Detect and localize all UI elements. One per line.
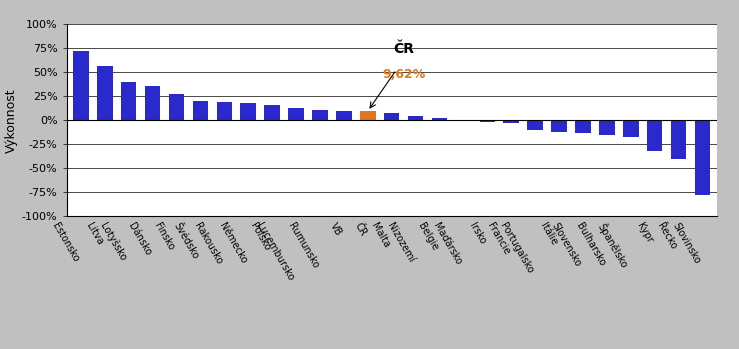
Bar	[121, 82, 137, 120]
Bar	[408, 116, 423, 120]
Bar	[168, 94, 184, 120]
Bar	[336, 111, 352, 120]
Bar	[145, 86, 160, 120]
Bar	[240, 103, 256, 120]
Bar	[265, 105, 280, 120]
Bar	[193, 101, 208, 120]
Bar	[288, 108, 304, 120]
Bar	[599, 120, 615, 135]
Bar	[217, 102, 232, 120]
Bar	[73, 51, 89, 120]
Bar	[695, 120, 710, 195]
Bar	[480, 120, 495, 122]
Text: ČR: ČR	[393, 42, 414, 56]
Bar	[97, 66, 112, 120]
Bar	[623, 120, 638, 137]
Text: 9,62%: 9,62%	[382, 68, 425, 81]
Bar	[360, 111, 375, 120]
Bar	[312, 110, 327, 120]
Bar	[503, 120, 519, 123]
Bar	[647, 120, 662, 151]
Bar	[456, 120, 471, 121]
Bar	[551, 120, 567, 132]
Y-axis label: Výkonnost: Výkonnost	[4, 88, 18, 153]
Bar	[384, 113, 400, 120]
Bar	[671, 120, 687, 159]
Bar	[528, 120, 543, 130]
Bar	[432, 119, 447, 120]
Bar	[575, 120, 590, 133]
